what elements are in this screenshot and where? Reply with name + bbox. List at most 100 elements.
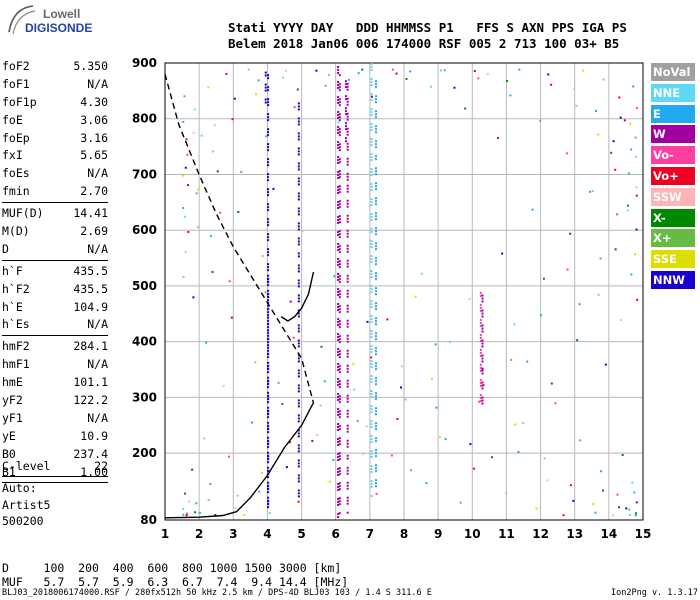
echo-point [338, 485, 341, 488]
echo-point [216, 170, 219, 173]
echo-point [267, 304, 270, 307]
param-value: N/A [87, 241, 108, 256]
echo-point [251, 421, 254, 424]
echo-point [618, 96, 621, 99]
x-tick-label: 2 [195, 527, 203, 541]
echo-point [346, 364, 349, 367]
echo-point [635, 501, 638, 504]
echo-point [337, 504, 340, 506]
echo-point [267, 233, 270, 236]
echo-point [338, 482, 341, 485]
echo-point [267, 502, 270, 505]
param-label: h`F2 [2, 281, 30, 296]
echo-point [481, 324, 484, 327]
echo-point [209, 235, 212, 238]
echo-point [297, 228, 300, 231]
echo-point [370, 270, 373, 272]
echo-point [346, 85, 349, 88]
echo-point [338, 266, 341, 269]
echo-point [337, 453, 340, 455]
echo-point [357, 72, 360, 75]
echo-point [375, 83, 378, 86]
echo-point [328, 480, 331, 483]
echo-point [243, 514, 246, 517]
echo-point [346, 229, 349, 232]
echo-point [597, 293, 600, 296]
y-tick-label: 400 [132, 335, 157, 349]
param-label: foEs [2, 166, 30, 181]
y-tick-label: 700 [132, 167, 157, 181]
echo-point [338, 443, 341, 446]
echo-point [338, 503, 341, 506]
echo-point [547, 73, 550, 76]
echo-point [267, 116, 270, 119]
echo-point [479, 378, 482, 381]
param-row: h`E 104.9 [2, 299, 108, 317]
echo-point [370, 78, 373, 80]
echo-point [616, 493, 619, 496]
echo-point [370, 330, 373, 332]
echo-point [297, 183, 300, 186]
echo-point [338, 290, 341, 293]
echo-point [375, 182, 378, 185]
echo-point [267, 311, 270, 314]
echo-point [297, 369, 300, 372]
echo-point [337, 486, 340, 488]
legend-item: Vo+ [651, 166, 695, 185]
echo-point [297, 435, 300, 438]
echo-point [481, 367, 484, 370]
echo-point [510, 358, 513, 361]
echo-point [513, 323, 516, 326]
echo-point [370, 396, 373, 398]
echo-point [297, 300, 300, 303]
echo-point [481, 312, 484, 315]
echo-point [297, 108, 300, 111]
echo-point [481, 360, 484, 363]
echo-point [370, 453, 373, 455]
echo-point [319, 404, 322, 407]
echo-point [338, 371, 341, 374]
param-row: hmF2 284.1 [2, 338, 108, 356]
echo-point [267, 295, 270, 298]
param-value: 122.2 [73, 393, 108, 408]
echo-point [375, 455, 378, 458]
echo-point [338, 323, 341, 326]
echo-point [337, 219, 340, 221]
echo-point [297, 432, 300, 435]
echo-point [338, 158, 341, 161]
echo-point [346, 484, 349, 487]
echo-point [205, 341, 208, 344]
y-tick-label: 600 [132, 223, 157, 237]
echo-point [264, 86, 267, 89]
echo-point [337, 204, 340, 206]
echo-point [375, 287, 378, 290]
echo-point [337, 513, 340, 515]
echo-point [184, 166, 187, 169]
echo-point [479, 294, 482, 297]
echo-point [449, 340, 452, 343]
echo-point [612, 514, 615, 517]
echo-point [267, 349, 270, 352]
echo-point [346, 385, 349, 388]
echo-point [297, 123, 300, 126]
echo-point [182, 120, 185, 123]
echo-point [481, 330, 484, 333]
echo-point [267, 119, 270, 122]
echo-point [375, 200, 378, 203]
echo-point [496, 137, 499, 140]
echo-point [297, 237, 300, 240]
echo-point [554, 402, 557, 405]
echo-point [370, 441, 373, 443]
echo-point [267, 476, 270, 479]
echo-point [344, 128, 347, 131]
echo-point [481, 345, 484, 348]
echo-point [267, 74, 270, 77]
echo-point [267, 382, 270, 385]
echo-point [370, 465, 373, 467]
echo-point [375, 338, 378, 341]
param-row: h`F2 435.5 [2, 281, 108, 299]
echo-point [600, 470, 603, 473]
echo-point [267, 386, 270, 389]
param-row: h`F 435.5 [2, 263, 108, 281]
echo-point [391, 68, 394, 71]
